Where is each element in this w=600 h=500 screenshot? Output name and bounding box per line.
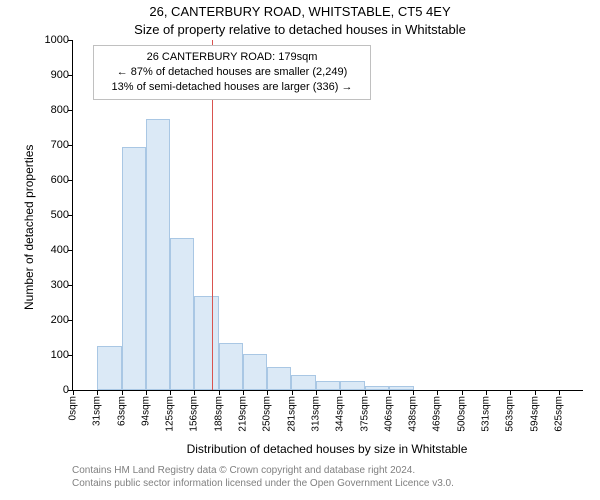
y-tick-label: 400 bbox=[51, 244, 69, 256]
x-tick-mark bbox=[340, 390, 341, 395]
y-tick-label: 900 bbox=[51, 69, 69, 81]
histogram-bar bbox=[291, 375, 316, 390]
x-tick-label: 250sqm bbox=[262, 396, 273, 432]
x-tick-label: 406sqm bbox=[383, 396, 394, 432]
x-tick-mark bbox=[413, 390, 414, 395]
histogram-bar bbox=[389, 386, 414, 390]
annotation-line3: 13% of semi-detached houses are larger (… bbox=[102, 80, 362, 95]
chart-title-1: 26, CANTERBURY ROAD, WHITSTABLE, CT5 4EY bbox=[0, 4, 600, 19]
x-tick-mark bbox=[437, 390, 438, 395]
x-tick-label: 625sqm bbox=[553, 396, 564, 432]
histogram-bar bbox=[170, 238, 194, 390]
footer-line2: Contains public sector information licen… bbox=[72, 477, 454, 490]
x-tick-label: 281sqm bbox=[286, 396, 297, 432]
x-tick-mark bbox=[122, 390, 123, 395]
x-tick-label: 63sqm bbox=[116, 396, 127, 426]
x-tick-mark bbox=[462, 390, 463, 395]
y-axis-label: Number of detached properties bbox=[22, 145, 36, 310]
x-tick-label: 94sqm bbox=[140, 396, 151, 426]
x-tick-label: 125sqm bbox=[165, 396, 176, 432]
x-tick-mark bbox=[365, 390, 366, 395]
chart-title-2: Size of property relative to detached ho… bbox=[0, 22, 600, 37]
x-tick-label: 375sqm bbox=[359, 396, 370, 432]
x-tick-label: 344sqm bbox=[335, 396, 346, 432]
x-tick-label: 531sqm bbox=[481, 396, 492, 432]
annotation-line1: 26 CANTERBURY ROAD: 179sqm bbox=[102, 50, 362, 65]
x-tick-mark bbox=[267, 390, 268, 395]
x-axis-label: Distribution of detached houses by size … bbox=[72, 442, 582, 456]
histogram-bar bbox=[122, 147, 146, 390]
y-tick-label: 300 bbox=[51, 279, 69, 291]
y-tick-label: 100 bbox=[51, 349, 69, 361]
histogram-bar bbox=[316, 381, 340, 390]
annotation-line2: ← 87% of detached houses are smaller (2,… bbox=[102, 65, 362, 80]
histogram-bar bbox=[243, 354, 267, 390]
x-tick-label: 0sqm bbox=[68, 396, 79, 420]
x-tick-label: 500sqm bbox=[456, 396, 467, 432]
x-tick-mark bbox=[170, 390, 171, 395]
x-tick-label: 219sqm bbox=[238, 396, 249, 432]
x-tick-label: 156sqm bbox=[189, 396, 200, 432]
histogram-bar bbox=[340, 381, 364, 390]
x-tick-mark bbox=[535, 390, 536, 395]
histogram-bar bbox=[219, 343, 243, 390]
x-tick-label: 469sqm bbox=[432, 396, 443, 432]
x-tick-label: 594sqm bbox=[529, 396, 540, 432]
footer-attribution: Contains HM Land Registry data © Crown c… bbox=[72, 464, 454, 490]
y-tick-label: 800 bbox=[51, 104, 69, 116]
x-tick-mark bbox=[97, 390, 98, 395]
x-tick-mark bbox=[194, 390, 195, 395]
x-tick-label: 563sqm bbox=[505, 396, 516, 432]
footer-line1: Contains HM Land Registry data © Crown c… bbox=[72, 464, 454, 477]
y-tick-label: 200 bbox=[51, 314, 69, 326]
x-tick-mark bbox=[559, 390, 560, 395]
histogram-bar bbox=[97, 346, 122, 390]
histogram-bar bbox=[146, 119, 170, 390]
x-tick-mark bbox=[292, 390, 293, 395]
x-tick-label: 188sqm bbox=[213, 396, 224, 432]
y-tick-label: 700 bbox=[51, 139, 69, 151]
y-tick-label: 500 bbox=[51, 209, 69, 221]
x-tick-mark bbox=[243, 390, 244, 395]
histogram-bar bbox=[194, 296, 219, 390]
annotation-box: 26 CANTERBURY ROAD: 179sqm ← 87% of deta… bbox=[93, 45, 371, 100]
y-tick-label: 0 bbox=[63, 384, 69, 396]
x-tick-label: 438sqm bbox=[408, 396, 419, 432]
x-tick-mark bbox=[316, 390, 317, 395]
histogram-bar bbox=[267, 367, 291, 390]
x-tick-mark bbox=[389, 390, 390, 395]
x-tick-mark bbox=[146, 390, 147, 395]
y-tick-label: 600 bbox=[51, 174, 69, 186]
x-tick-label: 313sqm bbox=[310, 396, 321, 432]
x-tick-mark bbox=[510, 390, 511, 395]
x-tick-mark bbox=[219, 390, 220, 395]
x-tick-label: 31sqm bbox=[92, 396, 103, 426]
x-tick-mark bbox=[486, 390, 487, 395]
histogram-bar bbox=[365, 386, 389, 390]
y-tick-label: 1000 bbox=[45, 34, 69, 46]
x-tick-mark bbox=[73, 390, 74, 395]
